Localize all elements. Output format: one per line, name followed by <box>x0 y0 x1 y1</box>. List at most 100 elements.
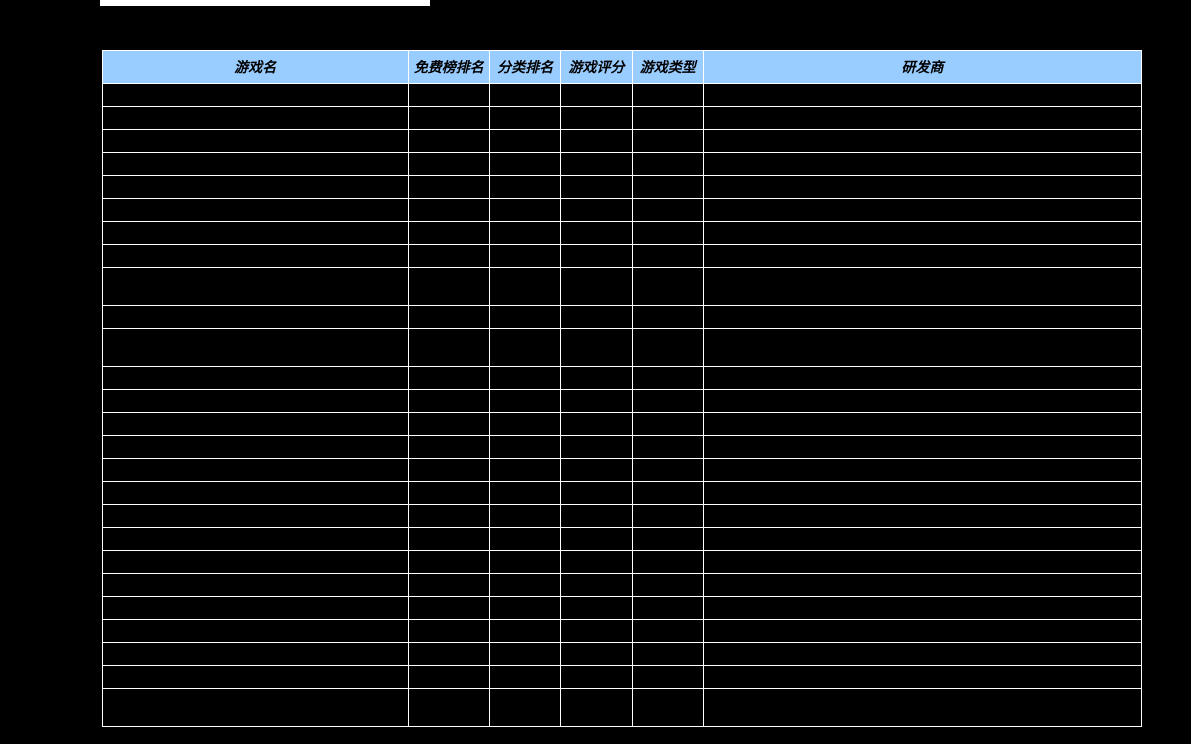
cell-rank2 <box>490 689 561 727</box>
cell-rank1 <box>408 551 489 574</box>
cell-type <box>632 482 703 505</box>
table-row <box>103 107 1142 130</box>
cell-type <box>632 666 703 689</box>
cell-rank1 <box>408 107 489 130</box>
cell-name <box>103 459 409 482</box>
cell-name <box>103 689 409 727</box>
col-header-rank2: 分类排名 <box>490 51 561 84</box>
cell-name <box>103 306 409 329</box>
cell-dev <box>703 107 1141 130</box>
cell-name <box>103 551 409 574</box>
cell-rank1 <box>408 84 489 107</box>
cell-name <box>103 666 409 689</box>
cell-dev <box>703 153 1141 176</box>
cell-rank2 <box>490 551 561 574</box>
table-row <box>103 84 1142 107</box>
cell-rank1 <box>408 199 489 222</box>
cell-name <box>103 413 409 436</box>
cell-score <box>561 528 632 551</box>
cell-rank2 <box>490 199 561 222</box>
cell-name <box>103 436 409 459</box>
cell-dev <box>703 306 1141 329</box>
cell-dev <box>703 222 1141 245</box>
cell-dev <box>703 413 1141 436</box>
cell-score <box>561 107 632 130</box>
cell-name <box>103 84 409 107</box>
cell-type <box>632 390 703 413</box>
cell-type <box>632 597 703 620</box>
cell-rank2 <box>490 306 561 329</box>
cell-type <box>632 620 703 643</box>
cell-rank2 <box>490 390 561 413</box>
cell-name <box>103 597 409 620</box>
table-row <box>103 268 1142 306</box>
cell-score <box>561 390 632 413</box>
table-row <box>103 620 1142 643</box>
cell-rank1 <box>408 268 489 306</box>
cell-type <box>632 551 703 574</box>
cell-rank1 <box>408 505 489 528</box>
cell-rank1 <box>408 666 489 689</box>
cell-name <box>103 199 409 222</box>
cell-rank2 <box>490 367 561 390</box>
table-row <box>103 367 1142 390</box>
cell-type <box>632 176 703 199</box>
cell-rank2 <box>490 176 561 199</box>
cell-type <box>632 528 703 551</box>
cell-name <box>103 574 409 597</box>
cell-dev <box>703 620 1141 643</box>
cell-type <box>632 268 703 306</box>
cell-rank1 <box>408 390 489 413</box>
table-row <box>103 390 1142 413</box>
table-row <box>103 551 1142 574</box>
cell-rank1 <box>408 153 489 176</box>
cell-name <box>103 528 409 551</box>
table-row <box>103 329 1142 367</box>
cell-type <box>632 505 703 528</box>
cell-type <box>632 643 703 666</box>
table-body <box>103 84 1142 727</box>
cell-rank1 <box>408 574 489 597</box>
table-row <box>103 153 1142 176</box>
cell-name <box>103 153 409 176</box>
cell-dev <box>703 482 1141 505</box>
cell-rank1 <box>408 176 489 199</box>
cell-score <box>561 130 632 153</box>
col-header-score: 游戏评分 <box>561 51 632 84</box>
cell-dev <box>703 84 1141 107</box>
cell-rank1 <box>408 528 489 551</box>
cell-score <box>561 620 632 643</box>
col-header-rank1: 免费榜排名 <box>408 51 489 84</box>
table-row <box>103 528 1142 551</box>
cell-rank2 <box>490 130 561 153</box>
cell-rank2 <box>490 436 561 459</box>
cell-rank2 <box>490 245 561 268</box>
cell-type <box>632 245 703 268</box>
col-header-name: 游戏名 <box>103 51 409 84</box>
cell-score <box>561 367 632 390</box>
cell-dev <box>703 505 1141 528</box>
cell-dev <box>703 528 1141 551</box>
cell-rank2 <box>490 459 561 482</box>
table-row <box>103 482 1142 505</box>
cell-dev <box>703 597 1141 620</box>
table-row <box>103 199 1142 222</box>
table-row <box>103 176 1142 199</box>
cell-type <box>632 574 703 597</box>
cell-rank1 <box>408 222 489 245</box>
cell-score <box>561 574 632 597</box>
cell-rank2 <box>490 268 561 306</box>
cell-type <box>632 153 703 176</box>
cell-name <box>103 107 409 130</box>
cell-type <box>632 329 703 367</box>
cell-rank1 <box>408 245 489 268</box>
cell-rank2 <box>490 84 561 107</box>
cell-name <box>103 643 409 666</box>
cell-dev <box>703 329 1141 367</box>
cell-name <box>103 268 409 306</box>
cell-dev <box>703 390 1141 413</box>
cell-rank2 <box>490 413 561 436</box>
cell-score <box>561 199 632 222</box>
cell-type <box>632 306 703 329</box>
cell-rank2 <box>490 597 561 620</box>
